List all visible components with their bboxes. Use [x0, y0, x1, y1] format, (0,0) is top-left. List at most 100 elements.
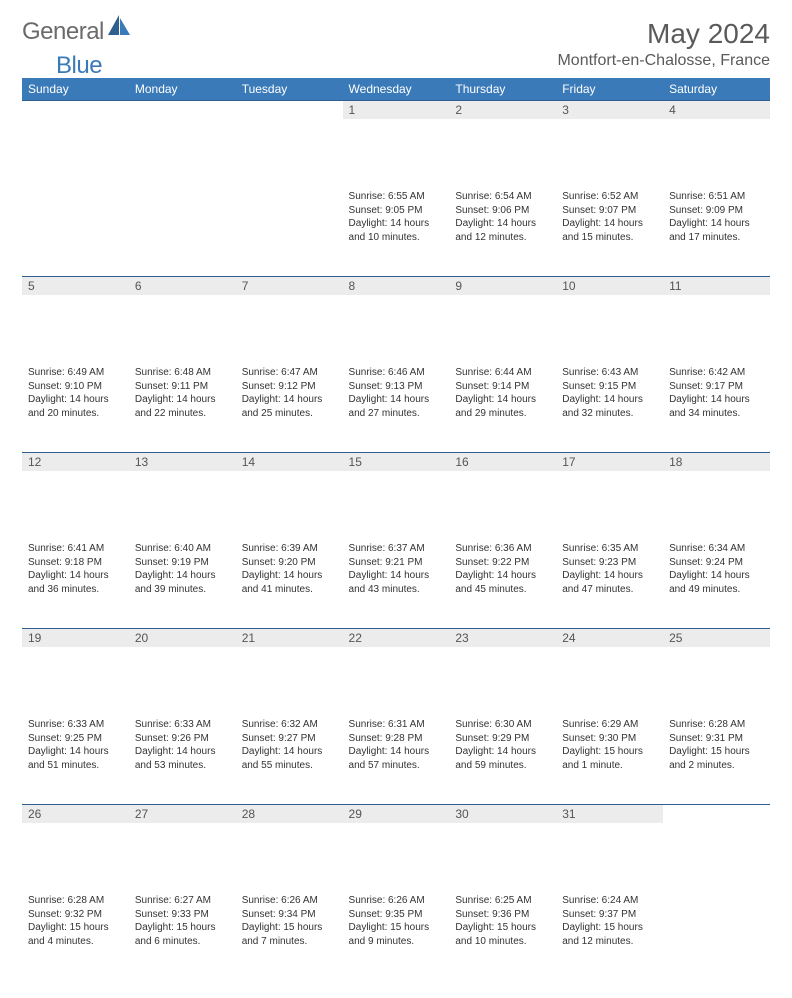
- day-content: Sunrise: 6:54 AMSunset: 9:06 PMDaylight:…: [449, 188, 556, 250]
- calendar-table: SundayMondayTuesdayWednesdayThursdayFrid…: [22, 78, 770, 980]
- day-content: Sunrise: 6:36 AMSunset: 9:22 PMDaylight:…: [449, 540, 556, 602]
- day-content: Sunrise: 6:39 AMSunset: 9:20 PMDaylight:…: [236, 540, 343, 602]
- day-number: 27: [129, 804, 236, 823]
- sunset-text: Sunset: 9:24 PM: [669, 556, 764, 570]
- sunrise-text: Sunrise: 6:43 AM: [562, 366, 657, 380]
- sunrise-text: Sunrise: 6:34 AM: [669, 542, 764, 556]
- day-content: Sunrise: 6:24 AMSunset: 9:37 PMDaylight:…: [556, 892, 663, 954]
- sunrise-text: Sunrise: 6:40 AM: [135, 542, 230, 556]
- sunset-text: Sunset: 9:32 PM: [28, 908, 123, 922]
- weekday-header: Friday: [556, 78, 663, 100]
- day-number: 23: [449, 628, 556, 647]
- sunrise-text: Sunrise: 6:46 AM: [349, 366, 444, 380]
- day-content: Sunrise: 6:28 AMSunset: 9:31 PMDaylight:…: [663, 716, 770, 778]
- day-content: Sunrise: 6:44 AMSunset: 9:14 PMDaylight:…: [449, 364, 556, 426]
- daylight-text: Daylight: 14 hours and 12 minutes.: [455, 217, 550, 244]
- day-content: Sunrise: 6:32 AMSunset: 9:27 PMDaylight:…: [236, 716, 343, 778]
- sunset-text: Sunset: 9:19 PM: [135, 556, 230, 570]
- daylight-text: Daylight: 14 hours and 41 minutes.: [242, 569, 337, 596]
- sunrise-text: Sunrise: 6:28 AM: [669, 718, 764, 732]
- sunrise-text: Sunrise: 6:33 AM: [135, 718, 230, 732]
- day-content: Sunrise: 6:31 AMSunset: 9:28 PMDaylight:…: [343, 716, 450, 778]
- daylight-text: Daylight: 14 hours and 36 minutes.: [28, 569, 123, 596]
- day-content: Sunrise: 6:37 AMSunset: 9:21 PMDaylight:…: [343, 540, 450, 602]
- daylight-text: Daylight: 14 hours and 57 minutes.: [349, 745, 444, 772]
- daylight-text: Daylight: 14 hours and 15 minutes.: [562, 217, 657, 244]
- day-number: 4: [663, 100, 770, 119]
- sunrise-text: Sunrise: 6:52 AM: [562, 190, 657, 204]
- sunset-text: Sunset: 9:29 PM: [455, 732, 550, 746]
- day-content: Sunrise: 6:27 AMSunset: 9:33 PMDaylight:…: [129, 892, 236, 954]
- day-content: [236, 188, 343, 196]
- day-number: 17: [556, 452, 663, 471]
- sunrise-text: Sunrise: 6:27 AM: [135, 894, 230, 908]
- day-content: Sunrise: 6:43 AMSunset: 9:15 PMDaylight:…: [556, 364, 663, 426]
- day-number: 14: [236, 452, 343, 471]
- day-number: [22, 100, 129, 119]
- sunset-text: Sunset: 9:09 PM: [669, 204, 764, 218]
- day-number: [663, 804, 770, 823]
- weekday-header: Sunday: [22, 78, 129, 100]
- sunset-text: Sunset: 9:14 PM: [455, 380, 550, 394]
- sunset-text: Sunset: 9:34 PM: [242, 908, 337, 922]
- daylight-text: Daylight: 14 hours and 55 minutes.: [242, 745, 337, 772]
- sunrise-text: Sunrise: 6:36 AM: [455, 542, 550, 556]
- day-number: 12: [22, 452, 129, 471]
- daylight-text: Daylight: 14 hours and 59 minutes.: [455, 745, 550, 772]
- sunset-text: Sunset: 9:20 PM: [242, 556, 337, 570]
- daylight-text: Daylight: 14 hours and 17 minutes.: [669, 217, 764, 244]
- day-content: Sunrise: 6:42 AMSunset: 9:17 PMDaylight:…: [663, 364, 770, 426]
- weekday-header: Saturday: [663, 78, 770, 100]
- day-content: Sunrise: 6:47 AMSunset: 9:12 PMDaylight:…: [236, 364, 343, 426]
- weekday-header: Tuesday: [236, 78, 343, 100]
- day-content: Sunrise: 6:35 AMSunset: 9:23 PMDaylight:…: [556, 540, 663, 602]
- day-content: Sunrise: 6:28 AMSunset: 9:32 PMDaylight:…: [22, 892, 129, 954]
- day-number: 3: [556, 100, 663, 119]
- sunrise-text: Sunrise: 6:44 AM: [455, 366, 550, 380]
- day-number: 21: [236, 628, 343, 647]
- sunrise-text: Sunrise: 6:41 AM: [28, 542, 123, 556]
- sunset-text: Sunset: 9:18 PM: [28, 556, 123, 570]
- sunset-text: Sunset: 9:17 PM: [669, 380, 764, 394]
- sunset-text: Sunset: 9:10 PM: [28, 380, 123, 394]
- sunrise-text: Sunrise: 6:54 AM: [455, 190, 550, 204]
- sunrise-text: Sunrise: 6:55 AM: [349, 190, 444, 204]
- daylight-text: Daylight: 15 hours and 1 minute.: [562, 745, 657, 772]
- location: Montfort-en-Chalosse, France: [557, 52, 770, 70]
- sunset-text: Sunset: 9:13 PM: [349, 380, 444, 394]
- day-number: 7: [236, 276, 343, 295]
- day-number: 31: [556, 804, 663, 823]
- sunset-text: Sunset: 9:30 PM: [562, 732, 657, 746]
- day-content: Sunrise: 6:25 AMSunset: 9:36 PMDaylight:…: [449, 892, 556, 954]
- day-number: 22: [343, 628, 450, 647]
- sunrise-text: Sunrise: 6:35 AM: [562, 542, 657, 556]
- weekday-header: Thursday: [449, 78, 556, 100]
- daylight-text: Daylight: 14 hours and 45 minutes.: [455, 569, 550, 596]
- sunrise-text: Sunrise: 6:49 AM: [28, 366, 123, 380]
- daylight-text: Daylight: 14 hours and 51 minutes.: [28, 745, 123, 772]
- sunset-text: Sunset: 9:15 PM: [562, 380, 657, 394]
- day-content: Sunrise: 6:29 AMSunset: 9:30 PMDaylight:…: [556, 716, 663, 778]
- day-content: Sunrise: 6:55 AMSunset: 9:05 PMDaylight:…: [343, 188, 450, 250]
- calendar-head: SundayMondayTuesdayWednesdayThursdayFrid…: [22, 78, 770, 100]
- day-number: 10: [556, 276, 663, 295]
- day-content: [22, 188, 129, 196]
- sunrise-text: Sunrise: 6:48 AM: [135, 366, 230, 380]
- day-content: [663, 892, 770, 900]
- day-content: Sunrise: 6:26 AMSunset: 9:35 PMDaylight:…: [343, 892, 450, 954]
- logo-text-blue: Blue: [56, 52, 102, 80]
- day-number: 9: [449, 276, 556, 295]
- day-number: 11: [663, 276, 770, 295]
- sunset-text: Sunset: 9:12 PM: [242, 380, 337, 394]
- daylight-text: Daylight: 14 hours and 22 minutes.: [135, 393, 230, 420]
- sunrise-text: Sunrise: 6:37 AM: [349, 542, 444, 556]
- sunrise-text: Sunrise: 6:24 AM: [562, 894, 657, 908]
- sunset-text: Sunset: 9:07 PM: [562, 204, 657, 218]
- day-number: 29: [343, 804, 450, 823]
- day-content: Sunrise: 6:33 AMSunset: 9:25 PMDaylight:…: [22, 716, 129, 778]
- sunrise-text: Sunrise: 6:42 AM: [669, 366, 764, 380]
- sunrise-text: Sunrise: 6:28 AM: [28, 894, 123, 908]
- day-number: 18: [663, 452, 770, 471]
- daylight-text: Daylight: 15 hours and 2 minutes.: [669, 745, 764, 772]
- day-number: 16: [449, 452, 556, 471]
